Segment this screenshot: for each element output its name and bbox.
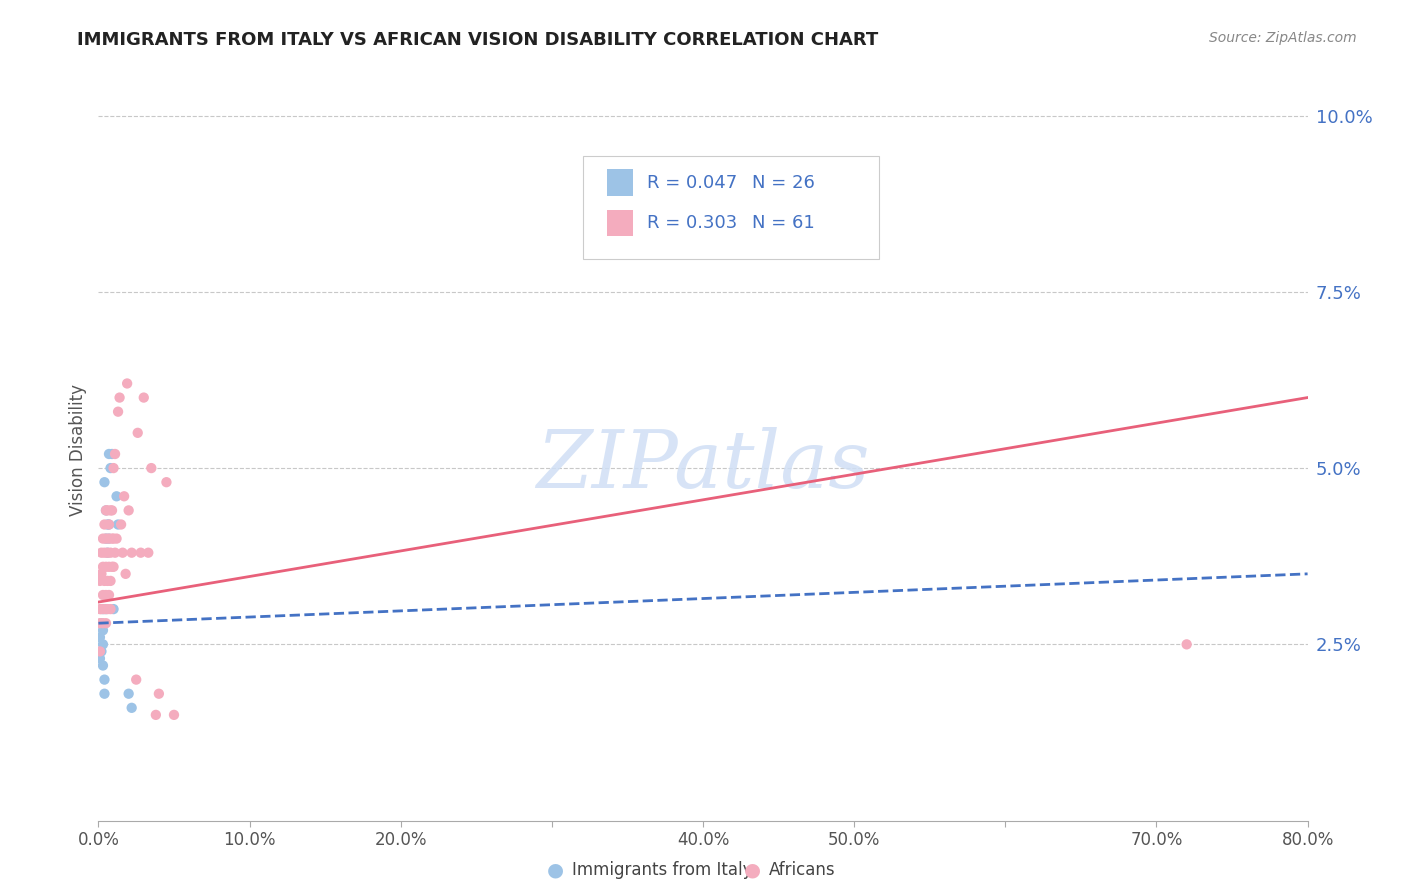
Point (107, 405, 129, 419)
Point (93, 475, 115, 490)
Point (115, 376, 138, 391)
Point (141, 461, 163, 475)
Point (94, 588, 117, 602)
Point (155, 475, 177, 490)
Point (163, 707, 186, 722)
Point (103, 559, 125, 574)
Point (101, 503, 124, 517)
Point (91, 602, 114, 616)
Point (94, 559, 117, 574)
Point (148, 687, 170, 701)
Point (89, 651, 111, 665)
Text: Immigrants from Italy: Immigrants from Italy (572, 861, 752, 879)
Text: R = 0.047: R = 0.047 (647, 174, 737, 192)
Point (101, 447, 124, 461)
Point (100, 602, 122, 616)
Point (112, 489, 135, 503)
Y-axis label: Vision Disability: Vision Disability (69, 384, 87, 516)
Point (100, 574, 122, 588)
Point (98, 447, 121, 461)
Point (94, 503, 117, 517)
Point (89, 602, 111, 616)
Point (127, 425, 149, 440)
Point (145, 707, 167, 722)
Point (94, 532, 117, 546)
Point (96, 546, 118, 560)
Point (94, 532, 117, 546)
Point (105, 532, 128, 546)
Point (96, 546, 118, 560)
Text: N = 26: N = 26 (752, 174, 815, 192)
Point (94, 616, 117, 631)
Point (108, 391, 131, 405)
Point (91, 532, 114, 546)
Point (114, 566, 136, 581)
Point (101, 532, 124, 546)
Point (118, 687, 141, 701)
Point (98, 517, 121, 532)
Point (98, 517, 121, 532)
Point (91, 588, 114, 602)
Point (91, 616, 114, 631)
Point (93, 673, 115, 687)
Point (98, 532, 121, 546)
Point (96, 503, 118, 517)
Point (93, 517, 115, 532)
Point (129, 546, 152, 560)
Point (93, 602, 115, 616)
Point (103, 602, 125, 616)
Point (125, 673, 148, 687)
Point (96, 517, 118, 532)
Point (121, 546, 143, 560)
Point (100, 461, 122, 475)
Point (104, 447, 127, 461)
Point (121, 701, 143, 715)
Point (1175, 637, 1198, 651)
Text: IMMIGRANTS FROM ITALY VS AFRICAN VISION DISABILITY CORRELATION CHART: IMMIGRANTS FROM ITALY VS AFRICAN VISION … (77, 31, 879, 49)
Point (93, 546, 115, 560)
Point (93, 687, 115, 701)
Text: R = 0.303: R = 0.303 (647, 214, 737, 232)
Text: Africans: Africans (769, 861, 835, 879)
Point (91, 559, 114, 574)
Point (110, 517, 132, 532)
Text: N = 61: N = 61 (752, 214, 815, 232)
Point (91, 624, 114, 638)
Point (103, 461, 125, 475)
Point (104, 546, 127, 560)
Point (107, 517, 129, 532)
Point (111, 546, 134, 560)
Point (90, 616, 112, 631)
Point (94, 602, 117, 616)
Point (90, 602, 112, 616)
Point (89, 574, 111, 588)
Point (98, 588, 121, 602)
Point (89, 616, 111, 631)
Point (98, 532, 121, 546)
Text: Source: ZipAtlas.com: Source: ZipAtlas.com (1209, 31, 1357, 45)
Point (91, 658, 114, 673)
Point (100, 546, 122, 560)
Point (101, 559, 124, 574)
Point (118, 503, 141, 517)
Text: ●: ● (744, 860, 761, 880)
Point (96, 574, 118, 588)
Point (89, 644, 111, 658)
Point (105, 489, 128, 503)
Point (98, 559, 121, 574)
Point (89, 630, 111, 644)
Point (90, 546, 112, 560)
Point (94, 503, 117, 517)
Point (103, 532, 125, 546)
Point (90, 644, 112, 658)
Point (91, 637, 114, 651)
Point (93, 574, 115, 588)
Point (100, 503, 122, 517)
Text: ZIPatlas: ZIPatlas (536, 426, 870, 504)
Text: ●: ● (547, 860, 564, 880)
Point (96, 602, 118, 616)
Point (132, 391, 155, 405)
Point (90, 566, 112, 581)
Point (136, 546, 159, 560)
